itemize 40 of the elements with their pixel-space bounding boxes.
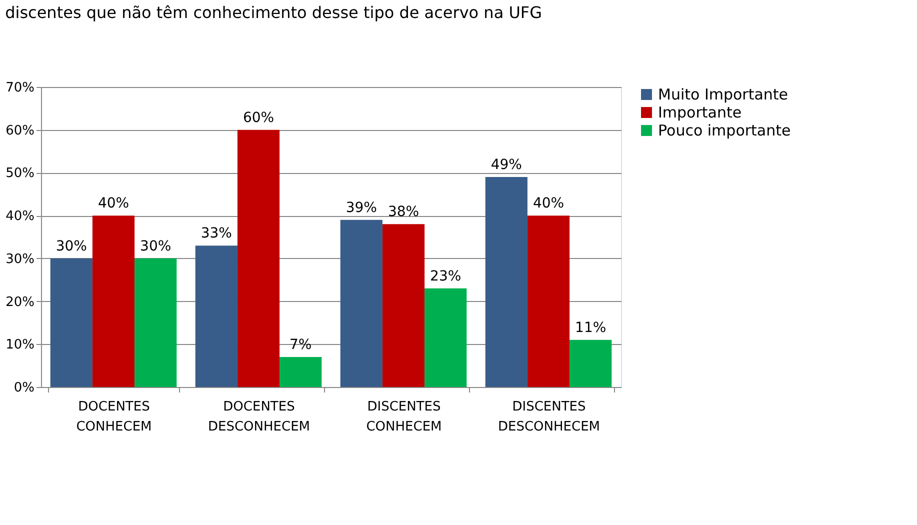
bar — [50, 258, 92, 387]
bar — [340, 220, 382, 387]
data-label: 40% — [532, 196, 564, 212]
data-label: 49% — [490, 157, 522, 173]
data-label: 11% — [575, 320, 606, 336]
bar — [195, 246, 238, 387]
bar — [92, 216, 135, 387]
legend-label: Importante — [658, 104, 742, 122]
data-label: 7% — [289, 337, 312, 353]
data-label: 39% — [346, 200, 377, 216]
bar — [134, 258, 177, 387]
data-label: 30% — [56, 238, 87, 254]
data-label: 30% — [140, 238, 172, 254]
data-label: 33% — [200, 226, 232, 242]
x-tick-label: DOCENTES DESCONHECEM — [208, 400, 310, 434]
data-label: 23% — [430, 268, 462, 284]
x-tick-label: DISCENTES CONHECEM — [366, 400, 442, 434]
y-tick-label: 10% — [6, 338, 34, 353]
data-label: 60% — [242, 110, 274, 126]
bar — [237, 130, 280, 387]
x-tick-label: DOCENTES CONHECEM — [76, 400, 152, 434]
y-tick-label: 60% — [6, 123, 34, 138]
legend-label: Pouco importante — [658, 122, 791, 140]
bar — [280, 357, 322, 387]
bar — [382, 224, 425, 387]
bar — [527, 216, 570, 387]
data-label: 38% — [388, 204, 420, 220]
y-tick-label: 30% — [6, 252, 34, 267]
bar — [570, 340, 612, 387]
y-tick-label: 70% — [6, 80, 34, 96]
bar — [424, 288, 467, 387]
data-label: 40% — [98, 196, 130, 212]
y-tick-label: 20% — [6, 294, 34, 310]
x-tick-label: DISCENTES DESCONHECEM — [498, 400, 600, 434]
legend-label: Muito Importante — [658, 86, 788, 104]
y-tick-label: 0% — [14, 380, 34, 396]
chart-title: discentes que não têm conhecimento desse tipo de acervo na UFG — [5, 3, 542, 22]
y-tick-label: 40% — [6, 209, 34, 224]
y-tick-label: 50% — [6, 166, 34, 182]
bar — [485, 177, 528, 387]
